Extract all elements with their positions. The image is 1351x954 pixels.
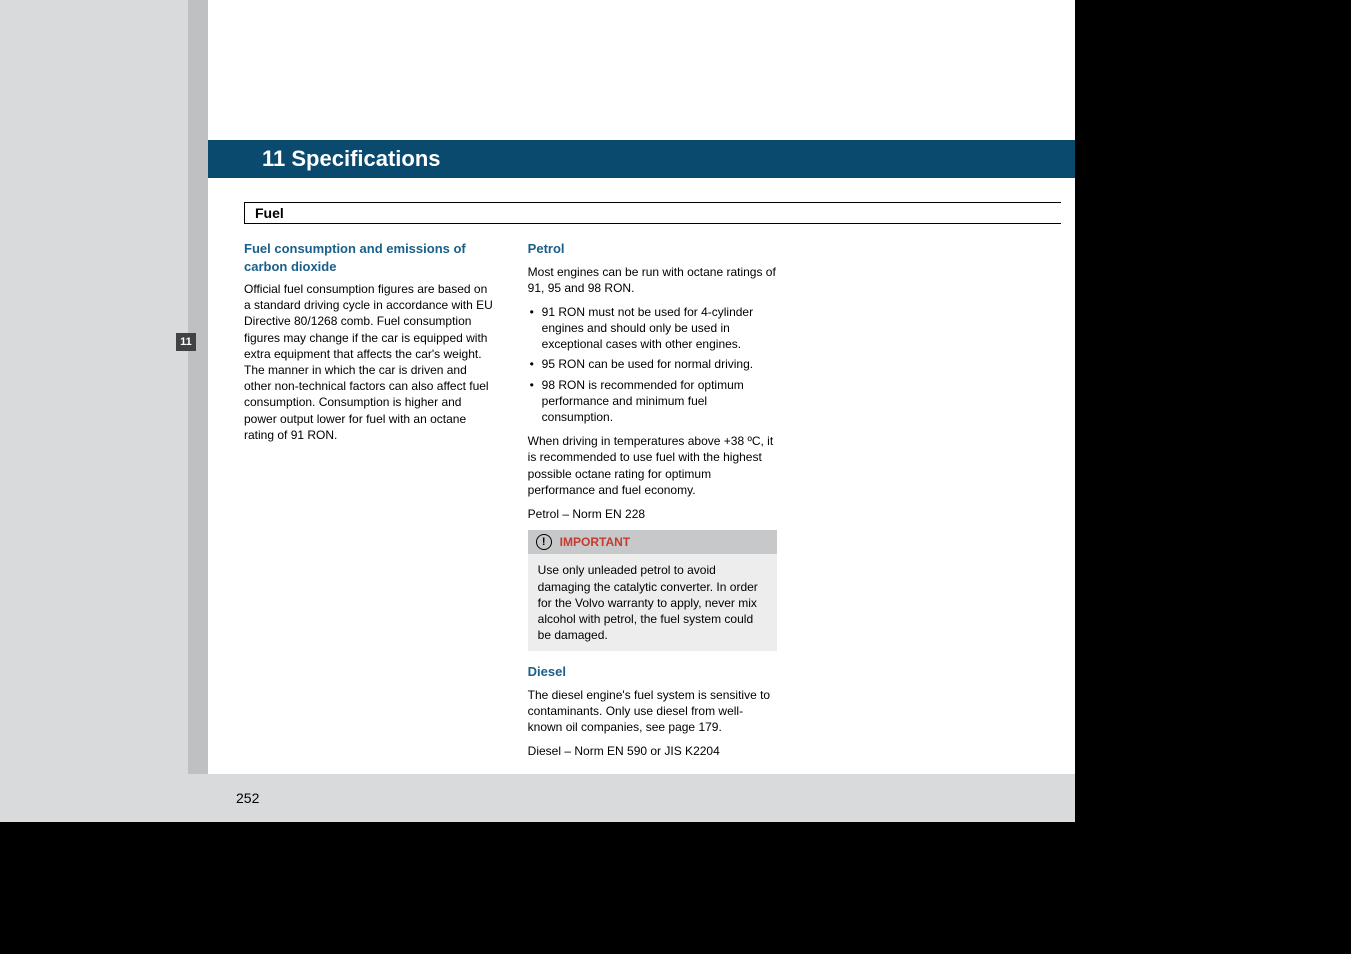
- petrol-bullet: 95 RON can be used for normal driving.: [528, 356, 778, 372]
- important-box: ! IMPORTANT Use only unleaded petrol to …: [528, 530, 778, 651]
- content-columns: Fuel consumption and emissions of carbon…: [244, 240, 1061, 768]
- chapter-tab: 11: [176, 333, 196, 351]
- diesel-heading: Diesel: [528, 663, 778, 681]
- page: 11 11 Specifications Fuel Fuel consumpti…: [0, 0, 1351, 954]
- petrol-outro: When driving in temperatures above +38 º…: [528, 433, 778, 498]
- important-icon: !: [536, 534, 552, 550]
- column-1: Fuel consumption and emissions of carbon…: [244, 240, 494, 768]
- petrol-bullet: 98 RON is recommended for optimum perfor…: [528, 377, 778, 426]
- footer-grey-band: [0, 774, 1075, 822]
- right-black-band: [1075, 0, 1351, 954]
- important-header: ! IMPORTANT: [528, 530, 778, 554]
- left-rail: [0, 0, 208, 822]
- important-label: IMPORTANT: [560, 534, 630, 550]
- important-body: Use only unleaded petrol to avoid damagi…: [528, 554, 778, 651]
- petrol-intro: Most engines can be run with octane rati…: [528, 264, 778, 296]
- column-3: [811, 240, 1061, 768]
- col1-heading: Fuel consumption and emissions of carbon…: [244, 240, 494, 275]
- petrol-bullet: 91 RON must not be used for 4-cylinder e…: [528, 304, 778, 353]
- page-number: 252: [236, 790, 259, 806]
- left-rail-inner: [188, 0, 208, 822]
- col1-body: Official fuel consumption figures are ba…: [244, 281, 494, 443]
- section-title: Fuel: [255, 205, 284, 221]
- chapter-header: 11 Specifications: [208, 140, 1075, 178]
- column-2: Petrol Most engines can be run with octa…: [528, 240, 778, 768]
- chapter-title: 11 Specifications: [262, 146, 441, 172]
- petrol-bullets: 91 RON must not be used for 4-cylinder e…: [528, 304, 778, 425]
- section-title-box: Fuel: [244, 202, 1061, 224]
- diesel-norm: Diesel – Norm EN 590 or JIS K2204: [528, 743, 778, 759]
- petrol-norm: Petrol – Norm EN 228: [528, 506, 778, 522]
- petrol-heading: Petrol: [528, 240, 778, 258]
- diesel-body: The diesel engine's fuel system is sensi…: [528, 687, 778, 736]
